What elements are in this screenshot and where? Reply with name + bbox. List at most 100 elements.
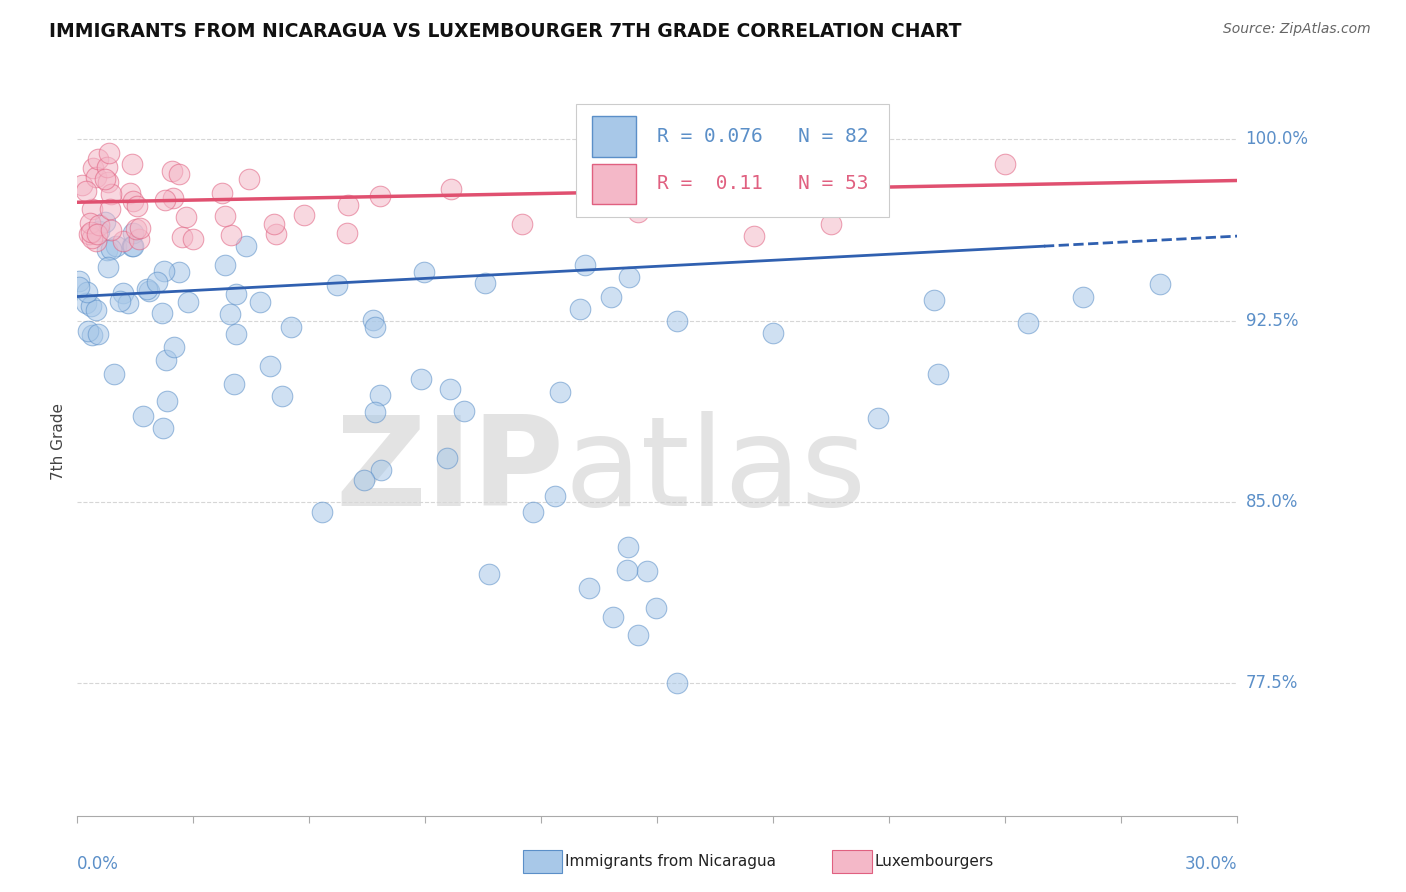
Point <box>353 473 375 487</box>
Point <box>271 389 294 403</box>
Point <box>574 258 596 272</box>
Point <box>104 239 127 253</box>
Point <box>627 205 650 219</box>
Text: R = 0.076   N = 82: R = 0.076 N = 82 <box>658 127 869 146</box>
Text: ZIP: ZIP <box>336 411 565 532</box>
Point <box>578 581 600 595</box>
Point <box>617 269 640 284</box>
Point <box>868 410 890 425</box>
Point <box>336 227 359 241</box>
Point <box>636 564 658 578</box>
Text: Luxembourgers: Luxembourgers <box>875 855 994 869</box>
Point <box>167 265 190 279</box>
Point <box>409 372 432 386</box>
Point <box>84 302 107 317</box>
Point <box>86 327 108 342</box>
Point <box>337 198 360 212</box>
Point <box>211 186 233 200</box>
Point <box>67 279 90 293</box>
Point <box>98 145 121 160</box>
Point <box>645 601 668 615</box>
Point <box>100 223 122 237</box>
Point <box>478 566 501 581</box>
Point <box>249 295 271 310</box>
Point <box>218 307 240 321</box>
Point <box>177 295 200 310</box>
Point <box>80 226 103 240</box>
Point <box>162 191 184 205</box>
Point <box>94 215 117 229</box>
Point <box>219 228 242 243</box>
Point <box>627 628 650 642</box>
Point <box>361 313 384 327</box>
Point <box>522 505 544 519</box>
Point <box>153 194 176 208</box>
Point <box>326 278 349 293</box>
Point <box>80 299 103 313</box>
Point <box>183 232 205 246</box>
Point <box>94 172 117 186</box>
Point <box>98 202 121 216</box>
Point <box>125 222 148 236</box>
Point <box>96 160 118 174</box>
Point <box>97 176 120 190</box>
Point <box>280 320 302 334</box>
Point <box>413 265 436 279</box>
Text: Immigrants from Nicaragua: Immigrants from Nicaragua <box>565 855 776 869</box>
Point <box>121 156 143 170</box>
Point <box>616 563 638 577</box>
Text: 92.5%: 92.5% <box>1246 311 1298 330</box>
FancyBboxPatch shape <box>592 116 637 157</box>
Point <box>108 293 131 308</box>
Point <box>370 463 392 477</box>
Point <box>122 239 145 253</box>
Point <box>1149 277 1171 292</box>
Text: 85.0%: 85.0% <box>1246 493 1298 511</box>
Point <box>156 394 179 409</box>
Point <box>160 164 183 178</box>
Point <box>152 421 174 435</box>
Point <box>214 258 236 272</box>
Point <box>617 541 640 555</box>
Point <box>264 227 287 241</box>
Text: R =  0.11   N = 53: R = 0.11 N = 53 <box>658 174 869 194</box>
Point <box>79 216 101 230</box>
Point <box>132 409 155 423</box>
Point <box>100 243 122 257</box>
Point <box>474 276 496 290</box>
Point <box>548 384 571 399</box>
Text: atlas: atlas <box>565 411 866 532</box>
Point <box>89 224 111 238</box>
Point <box>922 293 945 308</box>
Point <box>128 232 150 246</box>
Point <box>368 189 391 203</box>
Point <box>77 227 100 241</box>
Point <box>84 169 107 184</box>
Point <box>70 178 93 193</box>
Text: 0.0%: 0.0% <box>77 855 120 873</box>
Point <box>167 167 190 181</box>
Point <box>117 296 139 310</box>
Point <box>665 676 688 690</box>
Point <box>127 199 149 213</box>
Point <box>152 306 174 320</box>
Point <box>994 156 1017 170</box>
FancyBboxPatch shape <box>592 163 637 204</box>
Point <box>436 450 458 465</box>
Point <box>364 320 387 334</box>
Point <box>510 217 533 231</box>
Point <box>152 263 174 277</box>
Point <box>225 286 247 301</box>
Text: 77.5%: 77.5% <box>1246 674 1298 692</box>
Point <box>138 284 160 298</box>
Point <box>82 202 104 216</box>
Point <box>1071 289 1094 303</box>
Point <box>224 376 246 391</box>
Point <box>453 404 475 418</box>
Point <box>146 276 169 290</box>
Point <box>100 187 122 202</box>
Point <box>67 274 90 288</box>
Point <box>292 208 315 222</box>
Point <box>76 285 98 299</box>
Point <box>97 260 120 274</box>
